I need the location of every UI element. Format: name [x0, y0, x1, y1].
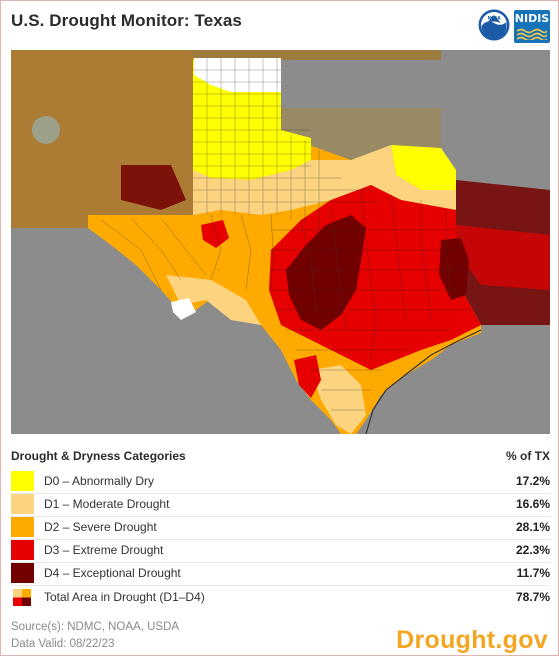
drought-map — [11, 50, 550, 434]
legend-divider — [11, 516, 550, 517]
southwest-d1-area — [166, 275, 261, 325]
legend-row-d0: D0 – Abnormally Dry 17.2% — [11, 471, 550, 493]
north-central-d1-area — [193, 145, 456, 215]
page-title: U.S. Drought Monitor: Texas — [11, 11, 242, 30]
legend-swatch-d0 — [11, 471, 34, 491]
drought-total-icon — [13, 589, 31, 606]
legend-label-d3: D3 – Extreme Drought — [44, 543, 164, 557]
legend-row-d1: D1 – Moderate Drought 16.6% — [11, 494, 550, 516]
drought-gov-brand[interactable]: Drought.gov — [396, 626, 548, 654]
legend-label-d2: D2 – Severe Drought — [44, 520, 157, 534]
northeast-d0-area — [391, 145, 456, 190]
legend-divider — [11, 562, 550, 563]
legend-header: Drought & Dryness Categories % of TX — [11, 449, 550, 463]
legend-swatch-d3 — [11, 540, 34, 560]
gulf-coastline — [365, 329, 482, 434]
source-text: Source(s): NDMC, NOAA, USDA — [11, 621, 180, 633]
legend-label-d1: D1 – Moderate Drought — [44, 497, 170, 511]
west-d3-spot — [201, 220, 229, 248]
data-valid-text: Data Valid: 08/22/23 — [11, 638, 115, 650]
legend-pct-total: 78.7% — [515, 590, 550, 604]
nidis-logo-text: NIDIS — [514, 12, 550, 25]
nm-light-spot — [32, 116, 60, 144]
legend-swatch-d2 — [11, 517, 34, 537]
legend-row-d2: D2 – Severe Drought 28.1% — [11, 517, 550, 539]
county-grid — [100, 58, 471, 411]
texas-drought-map-svg — [11, 50, 550, 434]
nidis-waves-icon — [517, 28, 547, 40]
legend-divider — [11, 539, 550, 540]
legend-swatch-d1 — [11, 494, 34, 514]
legend-pct-d4: 11.7% — [516, 566, 550, 580]
legend-swatch-d4 — [11, 563, 34, 583]
big-bend-white-area — [171, 298, 196, 320]
legend-divider — [11, 493, 550, 494]
legend-heading: Drought & Dryness Categories — [11, 449, 186, 463]
noaa-logo-icon: NOAA — [478, 9, 510, 41]
legend-row-total: Total Area in Drought (D1–D4) 78.7% — [11, 587, 550, 609]
nidis-logo-icon: NIDIS — [514, 10, 550, 43]
legend-pct-heading: % of TX — [506, 449, 550, 463]
legend-divider — [11, 585, 550, 586]
arkansas-region — [441, 50, 550, 190]
legend-label-d0: D0 – Abnormally Dry — [44, 474, 155, 488]
legend-pct-d3: 22.3% — [515, 543, 550, 557]
south-d3-spot — [294, 355, 321, 398]
legend-label-total: Total Area in Drought (D1–D4) — [44, 590, 205, 604]
legend-row-d4: D4 – Exceptional Drought 11.7% — [11, 563, 550, 585]
panhandle-d0-area — [193, 60, 311, 180]
central-d4-area — [286, 215, 366, 330]
legend-pct-d2: 28.1% — [515, 520, 550, 534]
nm-exceptional-region — [121, 165, 186, 210]
header: U.S. Drought Monitor: Texas NOAA NIDIS — [0, 0, 559, 50]
louisiana-east-region — [456, 225, 550, 290]
legend-label-d4: D4 – Exceptional Drought — [44, 566, 181, 580]
svg-text:NOAA: NOAA — [488, 16, 502, 21]
legend-pct-d1: 16.6% — [515, 497, 550, 511]
legend-pct-d0: 17.2% — [515, 474, 550, 488]
panhandle-white-area — [194, 58, 281, 92]
south-d1-area — [311, 365, 366, 434]
legend-row-d3: D3 – Extreme Drought 22.3% — [11, 540, 550, 562]
